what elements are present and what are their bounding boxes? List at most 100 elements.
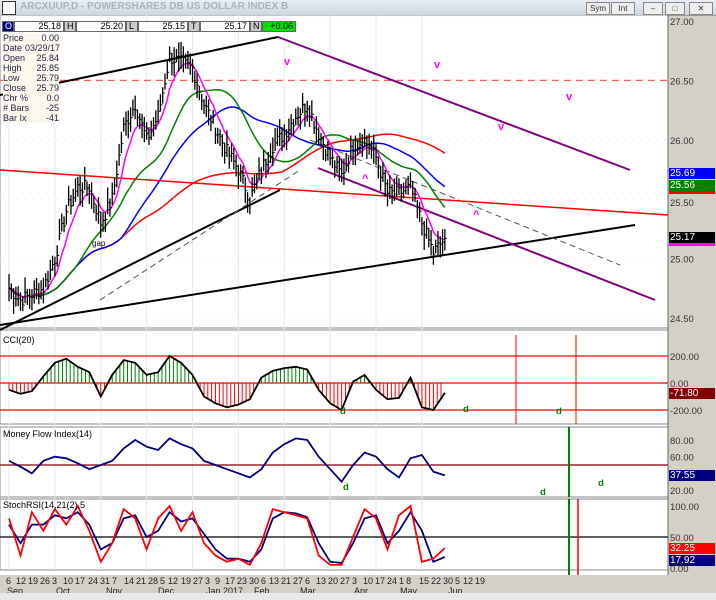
divergence-marker: d [598, 478, 604, 489]
top-marker-v: v [284, 56, 291, 68]
mfi-label: Money Flow Index(14) [3, 429, 92, 439]
price-tick-label: 26.00 [670, 136, 694, 147]
x-tick-label: 3 [52, 576, 57, 586]
x-tick-label: 31 [100, 576, 110, 586]
info-label: Price [3, 33, 24, 43]
scrollbar[interactable] [0, 593, 716, 600]
info-value: 0.00 [41, 33, 59, 43]
plot-background [0, 15, 668, 575]
mfi-line [8, 437, 446, 484]
info-label: Close [3, 83, 27, 93]
int-button[interactable]: Int [611, 2, 635, 15]
channel-upper [277, 36, 631, 171]
sym-button[interactable]: Sym [586, 2, 610, 15]
x-tick-label: 6 [6, 576, 11, 586]
info-row: High 25.85 [3, 63, 59, 73]
maximize-button[interactable]: □ [665, 2, 685, 15]
ma-mid-tag: 25.56 [669, 180, 715, 191]
x-tick-label: 14 [124, 576, 134, 586]
x-tick-label: 10 [363, 576, 373, 586]
title-bar: ARCXUUP,D - POWERSHARES DB US DOLLAR IND… [0, 0, 716, 16]
stoch-k-line [8, 504, 446, 567]
mfi-tick-label: 80.00 [670, 436, 694, 447]
month-label: Sep [7, 586, 23, 596]
month-label: Jan 2017 [206, 586, 243, 596]
top-marker-v: v [498, 121, 505, 133]
bottom-marker: ^ [362, 173, 369, 185]
t-label: T [188, 21, 200, 32]
x-tick-label: 19 [28, 576, 38, 586]
info-value: 0.0 [46, 93, 59, 103]
x-tick-label: 9 [215, 576, 220, 586]
x-tick-label: 17 [75, 576, 85, 586]
stoch-tick-label: 50.00 [670, 533, 694, 544]
info-label: Bar Ix [3, 113, 27, 123]
x-tick-label: 15 [419, 576, 429, 586]
divergence-marker: d [556, 406, 562, 417]
trendline-thin [309, 139, 621, 266]
price-tick-label: 27.00 [670, 17, 694, 28]
x-tick-label: 27 [193, 576, 203, 586]
mfi-tick-label: 20.00 [670, 486, 694, 497]
x-tick-label: 5 [455, 576, 460, 586]
x-tick-label: 8 [406, 576, 411, 586]
net-change: +0.06 [262, 21, 296, 32]
minimize-button[interactable]: – [643, 2, 663, 15]
close-button[interactable]: ✕ [689, 2, 713, 15]
x-tick-label: 26 [40, 576, 50, 586]
bottom-marker: ^ [473, 209, 480, 221]
price-tick-label: 25.00 [670, 255, 694, 266]
ema-marker [669, 243, 715, 246]
x-tick-label: 12 [463, 576, 473, 586]
x-tick-label: 6 [261, 576, 266, 586]
month-label: Dec [158, 586, 175, 596]
n-label: N [250, 21, 262, 32]
info-row: Close 25.79 [3, 83, 59, 93]
l-label: L [126, 21, 138, 32]
x-tick-label: 12 [168, 576, 178, 586]
info-row: Price 0.00 [3, 33, 59, 43]
price-tick-label: 25.50 [670, 198, 694, 209]
cci-tick-label: 200.00 [670, 352, 699, 363]
info-label: Open [3, 53, 26, 63]
divergence-marker: d [463, 404, 469, 415]
cci-tick-label: 0.00 [670, 379, 689, 390]
gap-label: gap [92, 239, 106, 248]
x-tick-label: 21 [281, 576, 291, 586]
x-tick-label: 5 [160, 576, 165, 586]
month-label: May [400, 586, 418, 596]
x-tick-label: 20 [328, 576, 338, 586]
mfi-value-tag: 37.55 [669, 470, 715, 481]
month-label: Mar [300, 586, 316, 596]
last-value: 25.17 [200, 21, 250, 32]
info-value: 25.79 [36, 83, 59, 93]
month-label: Apr [354, 586, 368, 596]
ma-slow-line [8, 106, 446, 298]
x-tick-label: 22 [431, 576, 441, 586]
info-row: Chr % 0.0 [3, 93, 59, 103]
app-icon [2, 1, 16, 15]
chart-canvas[interactable]: 27.00 26.50 26.00 25.50 25.00 24.50 gap v v v v ^ ^ 2… [0, 15, 716, 600]
x-tick-label: 30 [443, 576, 453, 586]
x-tick-label: 3 [205, 576, 210, 586]
info-label: Chr % [3, 93, 29, 103]
mfi-tick-label: 60.00 [670, 453, 694, 464]
stoch-k-tag: 32.25 [669, 543, 715, 554]
cci-line [8, 354, 446, 412]
info-row: Bar Ix -41 [3, 113, 59, 123]
last-price-tag: 25.17 [669, 232, 715, 243]
data-window: Price 0.00 Date 03/29/17 Open 25.84 High 25.85 L… [3, 33, 60, 123]
cci-value-tag: -71.80 [669, 388, 715, 399]
month-label: Jun [448, 586, 463, 596]
stoch-label: StochRSI(14,21(2),5 [3, 500, 85, 510]
x-tick-label: 6 [305, 576, 310, 586]
low-value: 25.15 [138, 21, 188, 32]
stoch-tick-label: 0.00 [670, 564, 689, 575]
x-tick-label: 12 [16, 576, 26, 586]
info-row: Open 25.84 [3, 53, 59, 63]
divergence-marker: d [340, 406, 346, 417]
window-title: ARCXUUP,D - POWERSHARES DB US DOLLAR IND… [20, 1, 289, 12]
info-label: Date [3, 43, 23, 53]
stoch-tick-label: 100.00 [670, 502, 699, 513]
x-tick-label: 21 [136, 576, 146, 586]
